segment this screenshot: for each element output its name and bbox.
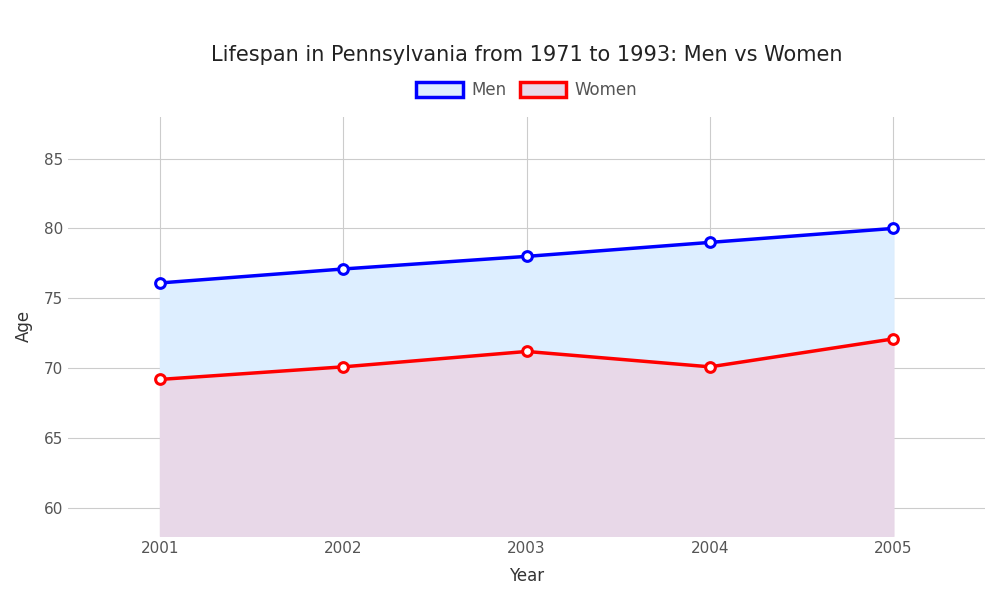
Legend: Men, Women: Men, Women xyxy=(409,74,644,106)
Y-axis label: Age: Age xyxy=(15,310,33,343)
X-axis label: Year: Year xyxy=(509,567,544,585)
Title: Lifespan in Pennsylvania from 1971 to 1993: Men vs Women: Lifespan in Pennsylvania from 1971 to 19… xyxy=(211,45,842,65)
